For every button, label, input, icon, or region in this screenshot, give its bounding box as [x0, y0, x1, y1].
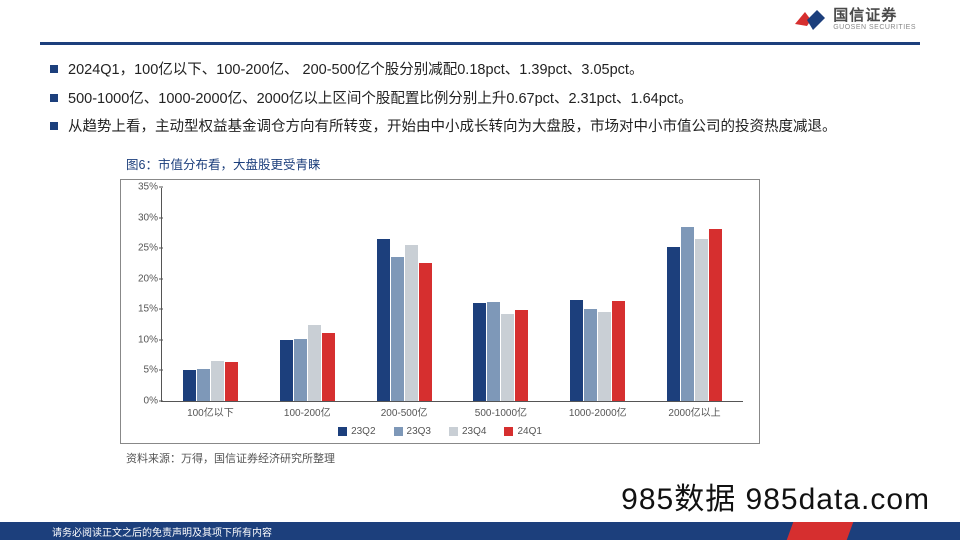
y-tick-label: 0% [130, 395, 158, 406]
bar [501, 314, 514, 401]
bar [419, 263, 432, 401]
bar [612, 301, 625, 401]
legend-item: 24Q1 [504, 426, 541, 437]
bar [681, 227, 694, 401]
x-tick-label: 200-500亿 [356, 404, 453, 419]
chart-box: 100亿以下100-200亿200-500亿500-1000亿1000-2000… [120, 179, 760, 444]
bar [197, 369, 210, 401]
footer-text: 请务必阅读正文之后的免责声明及其项下所有内容 [0, 524, 272, 539]
logo-cn: 国信证券 [833, 8, 916, 24]
bar-group: 500-1000亿 [452, 188, 549, 401]
bar [377, 239, 390, 401]
chart-source: 资料来源：万得，国信证券经济研究所整理 [120, 450, 760, 466]
legend-swatch [394, 427, 403, 436]
x-tick-label: 1000-2000亿 [549, 404, 646, 419]
y-tick-label: 25% [130, 243, 158, 254]
bar [183, 370, 196, 401]
bar-group: 1000-2000亿 [549, 188, 646, 401]
x-tick-label: 500-1000亿 [452, 404, 549, 419]
bar [225, 362, 238, 401]
bullet-item: 2024Q1，100亿以下、100-200亿、 200-500亿个股分别减配0.… [50, 58, 910, 83]
legend-swatch [449, 427, 458, 436]
legend-swatch [504, 427, 513, 436]
legend-item: 23Q4 [449, 426, 486, 437]
bar-group: 200-500亿 [356, 188, 453, 401]
bar [211, 361, 224, 401]
legend-label: 23Q2 [351, 426, 375, 437]
y-tick-label: 20% [130, 273, 158, 284]
bullet-item: 从趋势上看，主动型权益基金调仓方向有所转变，开始由中小成长转向为大盘股，市场对中… [50, 115, 910, 140]
bar [667, 247, 680, 401]
legend-swatch [338, 427, 347, 436]
logo-text: 国信证券 GUOSEN SECURITIES [833, 8, 916, 31]
logo-en: GUOSEN SECURITIES [833, 24, 916, 31]
chart-container: 图6：市值分布看，大盘股更受青睐 100亿以下100-200亿200-500亿5… [120, 154, 760, 466]
y-tick-label: 5% [130, 365, 158, 376]
bar [709, 229, 722, 401]
x-tick-label: 100亿以下 [162, 404, 259, 419]
bar [487, 302, 500, 401]
bar [584, 309, 597, 401]
bar [695, 239, 708, 401]
bar [515, 310, 528, 401]
legend-item: 23Q3 [394, 426, 431, 437]
bar [294, 339, 307, 401]
logo-mark-icon [793, 6, 827, 34]
bar [598, 312, 611, 401]
bar [280, 340, 293, 401]
bar [308, 325, 321, 401]
legend-label: 24Q1 [517, 426, 541, 437]
legend-label: 23Q3 [407, 426, 431, 437]
bar [473, 303, 486, 401]
chart-title: 图6：市值分布看，大盘股更受青睐 [120, 154, 760, 173]
bullet-list: 2024Q1，100亿以下、100-200亿、 200-500亿个股分别减配0.… [50, 58, 910, 140]
bar-groups: 100亿以下100-200亿200-500亿500-1000亿1000-2000… [162, 188, 743, 401]
legend-label: 23Q4 [462, 426, 486, 437]
bullet-item: 500-1000亿、1000-2000亿、2000亿以上区间个股配置比例分别上升… [50, 87, 910, 112]
bar-group: 100-200亿 [259, 188, 356, 401]
x-tick-label: 2000亿以上 [646, 404, 743, 419]
bar [391, 257, 404, 401]
legend-item: 23Q2 [338, 426, 375, 437]
bar [570, 300, 583, 401]
y-tick-label: 35% [130, 181, 158, 192]
x-tick-label: 100-200亿 [259, 404, 356, 419]
watermark-text: 985数据 985data.com [621, 474, 930, 518]
chart-plot: 100亿以下100-200亿200-500亿500-1000亿1000-2000… [161, 188, 743, 402]
chart-legend: 23Q2 23Q3 23Q4 24Q1 [131, 426, 749, 437]
footer-accent [787, 522, 854, 540]
bar-group: 100亿以下 [162, 188, 259, 401]
content-area: 2024Q1，100亿以下、100-200亿、 200-500亿个股分别减配0.… [50, 58, 910, 466]
bar [405, 245, 418, 401]
header: 国信证券 GUOSEN SECURITIES [0, 0, 960, 46]
y-tick-label: 15% [130, 304, 158, 315]
bar-group: 2000亿以上 [646, 188, 743, 401]
brand-logo: 国信证券 GUOSEN SECURITIES [789, 6, 920, 34]
y-tick-label: 30% [130, 212, 158, 223]
header-rule [40, 42, 920, 45]
y-tick-label: 10% [130, 334, 158, 345]
bar [322, 333, 335, 401]
